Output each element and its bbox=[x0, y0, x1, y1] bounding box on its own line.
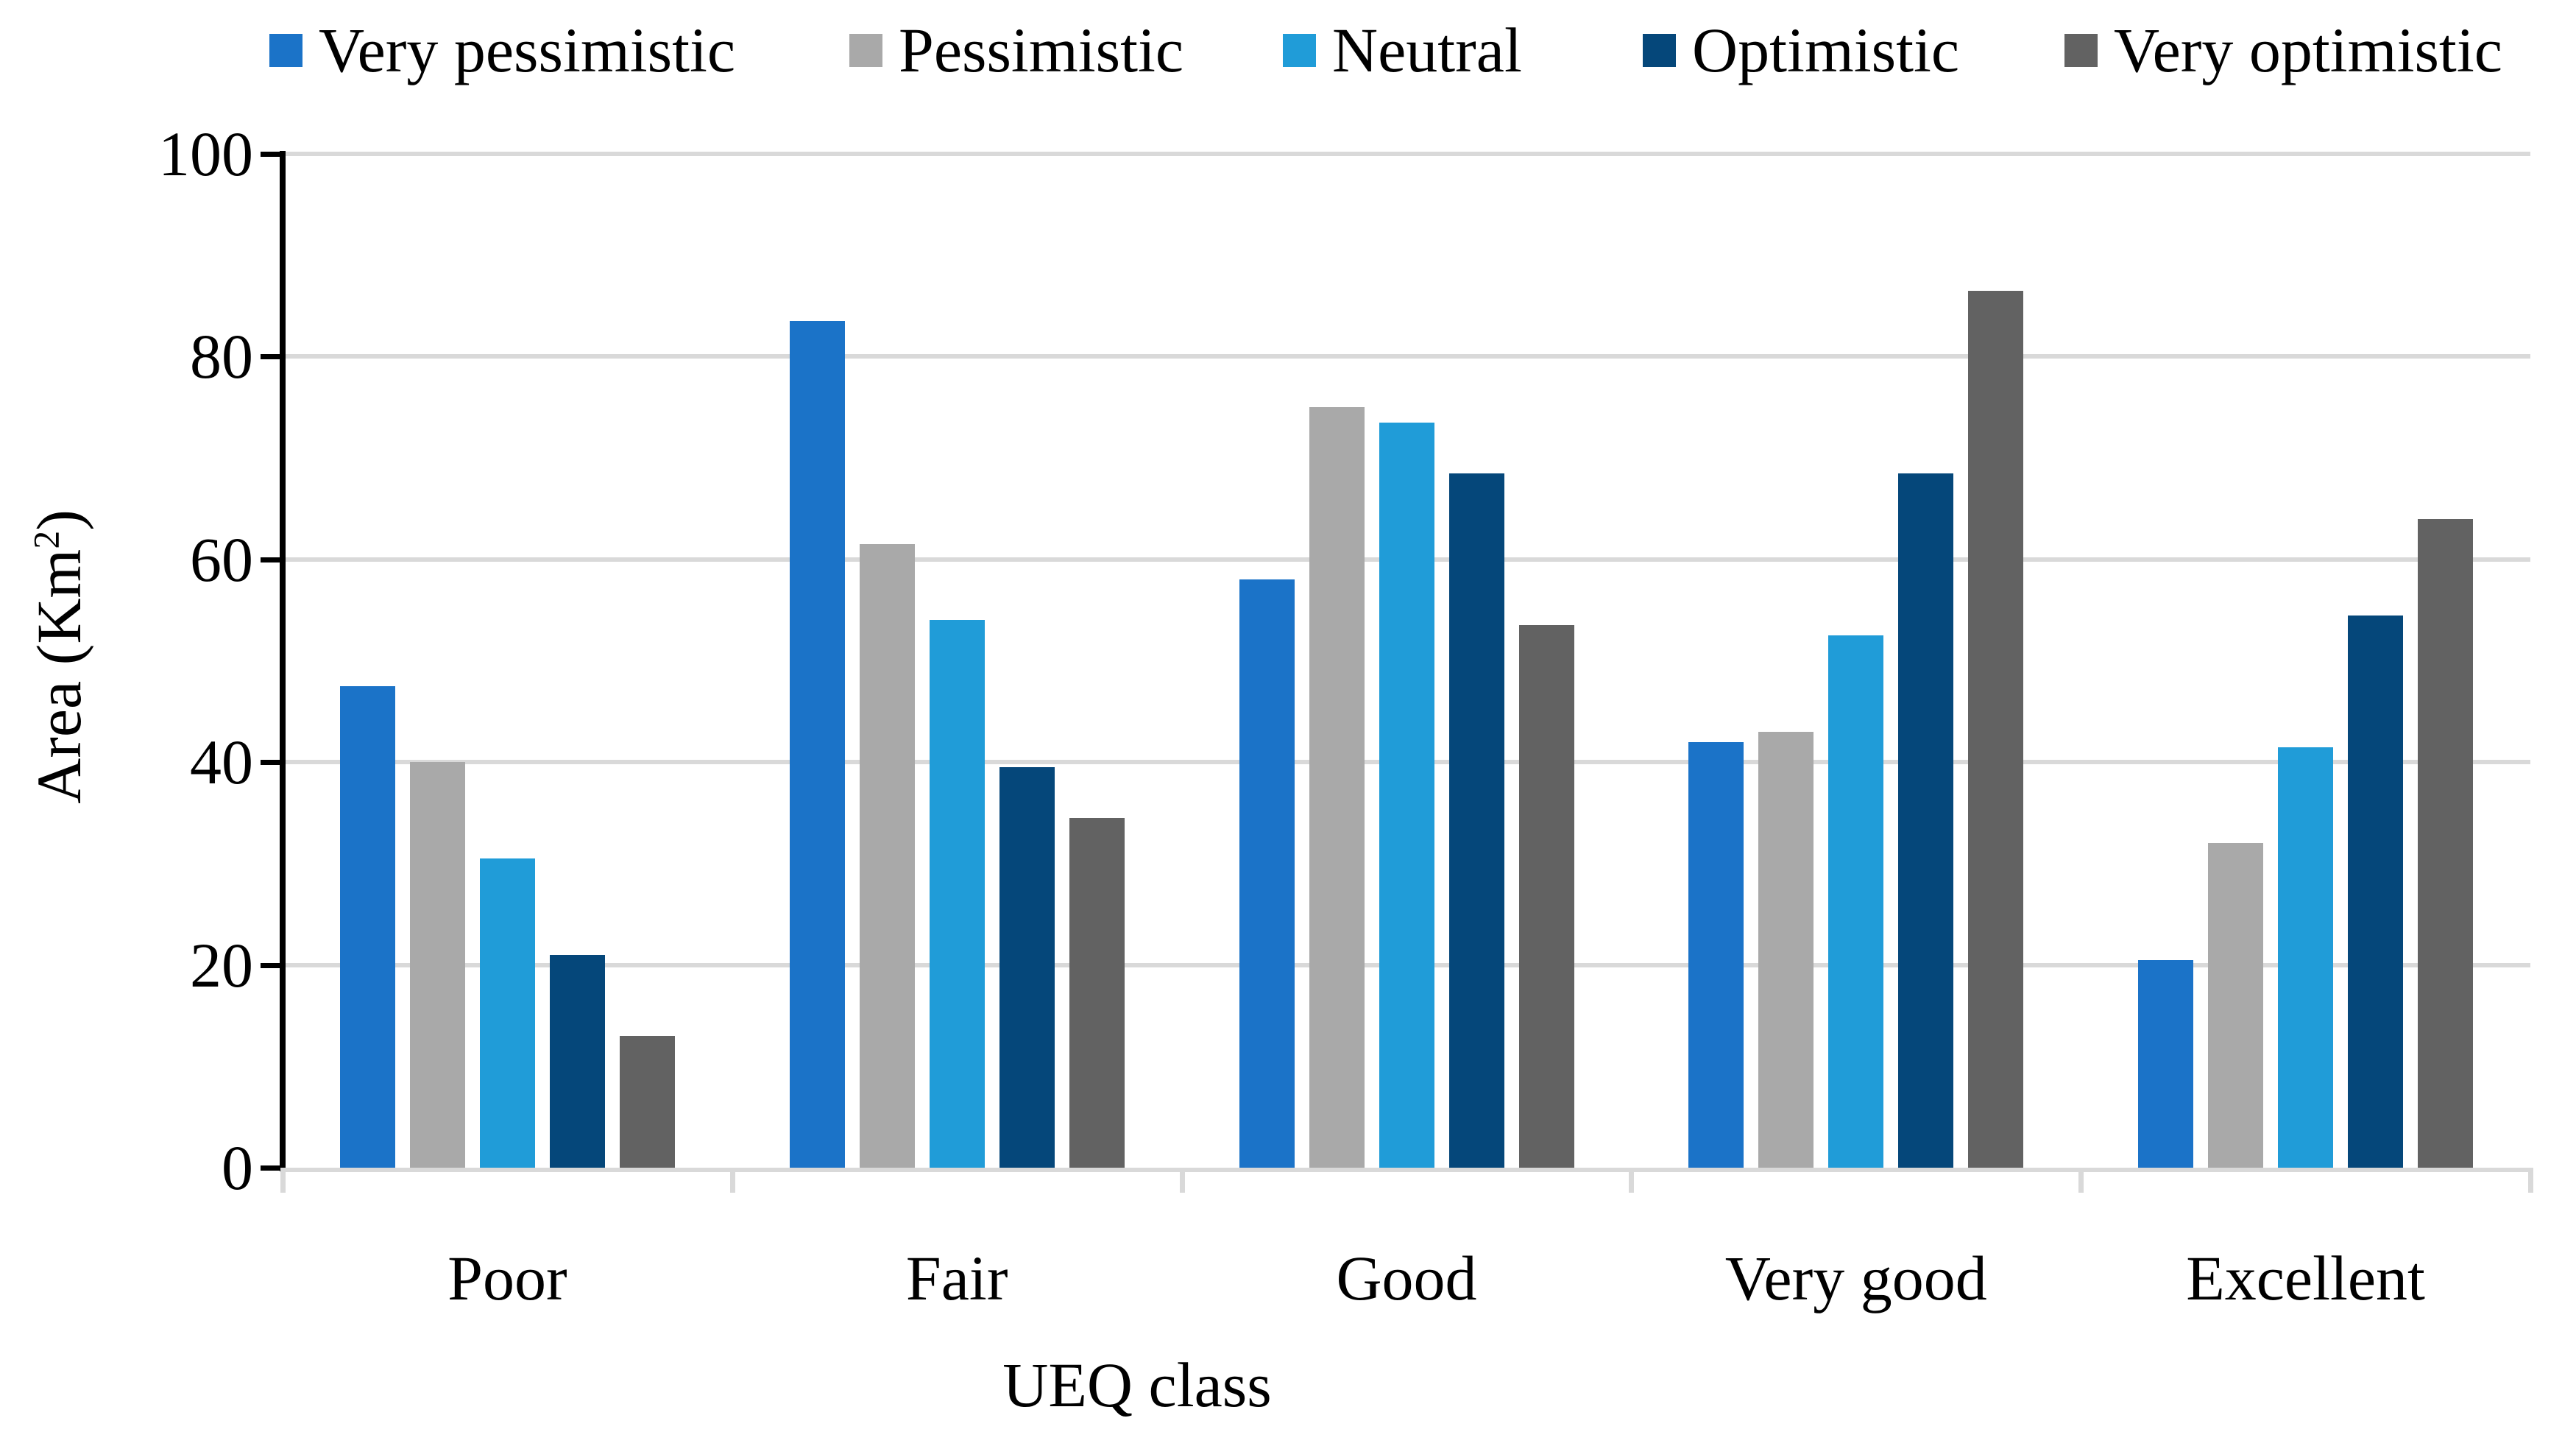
bar-very-optimistic-good bbox=[1518, 625, 1574, 1168]
x-axis-title: UEQ class bbox=[1002, 1350, 1272, 1420]
legend-item-pessimistic: Pessimistic bbox=[849, 10, 1183, 90]
bar-very-optimistic-very-good bbox=[1968, 290, 2024, 1168]
y-tick-label-80: 80 bbox=[190, 321, 253, 392]
category-separator-tick-0 bbox=[280, 1168, 286, 1193]
y-tick-label-100: 100 bbox=[158, 119, 253, 189]
x-tick-label-poor: Poor bbox=[447, 1243, 567, 1313]
legend-swatch-pessimistic bbox=[849, 33, 882, 67]
bar-pessimistic-excellent bbox=[2208, 843, 2264, 1168]
bar-very-pessimistic-very-good bbox=[1688, 741, 1744, 1168]
y-axis-tick-20 bbox=[261, 962, 280, 968]
legend-label-very-pessimistic: Very pessimistic bbox=[319, 15, 736, 85]
bar-optimistic-excellent bbox=[2348, 615, 2404, 1168]
y-axis-tick-100 bbox=[261, 152, 280, 157]
bar-very-pessimistic-excellent bbox=[2138, 959, 2194, 1168]
bar-very-optimistic-poor bbox=[619, 1036, 675, 1168]
bar-pessimistic-very-good bbox=[1758, 731, 1814, 1168]
plot-area bbox=[283, 152, 2530, 1168]
bar-very-optimistic-excellent bbox=[2418, 518, 2474, 1168]
legend-swatch-very-pessimistic bbox=[269, 33, 302, 67]
legend-swatch-very-optimistic bbox=[2064, 33, 2098, 67]
x-tick-label-good: Good bbox=[1336, 1243, 1477, 1313]
legend-label-optimistic: Optimistic bbox=[1692, 15, 1960, 85]
bar-very-pessimistic-good bbox=[1239, 579, 1295, 1168]
bar-neutral-good bbox=[1379, 422, 1434, 1168]
y-tick-label-40: 40 bbox=[190, 727, 253, 798]
legend-swatch-optimistic bbox=[1643, 33, 1676, 67]
x-tick-label-fair: Fair bbox=[905, 1243, 1008, 1313]
gridline-y-80 bbox=[283, 354, 2530, 359]
legend-item-optimistic: Optimistic bbox=[1643, 10, 1959, 90]
category-separator-tick-4 bbox=[2078, 1168, 2084, 1193]
category-separator-tick-5 bbox=[2528, 1168, 2533, 1193]
bar-optimistic-very-good bbox=[1898, 473, 1954, 1168]
legend-label-pessimistic: Pessimistic bbox=[899, 15, 1184, 85]
y-axis-tick-60 bbox=[261, 557, 280, 562]
y-axis-tick-80 bbox=[261, 354, 280, 360]
legend-item-very-optimistic: Very optimistic bbox=[2064, 10, 2502, 90]
y-tick-label-20: 20 bbox=[190, 929, 253, 1001]
gridline-y-100 bbox=[283, 152, 2530, 156]
y-axis-tick-0 bbox=[261, 1165, 280, 1171]
bar-pessimistic-poor bbox=[409, 762, 465, 1168]
bar-pessimistic-good bbox=[1309, 407, 1365, 1168]
bar-neutral-poor bbox=[479, 858, 535, 1168]
bar-optimistic-fair bbox=[999, 767, 1055, 1168]
bar-neutral-very-good bbox=[1828, 635, 1884, 1168]
y-axis-line bbox=[280, 151, 286, 1171]
y-tick-label-60: 60 bbox=[190, 523, 253, 595]
bar-optimistic-poor bbox=[549, 954, 605, 1168]
bar-neutral-excellent bbox=[2278, 747, 2334, 1168]
legend-item-neutral: Neutral bbox=[1283, 10, 1522, 90]
bar-very-optimistic-fair bbox=[1069, 817, 1125, 1168]
category-separator-tick-3 bbox=[1629, 1168, 1635, 1193]
y-tick-label-0: 0 bbox=[222, 1132, 253, 1203]
legend-label-neutral: Neutral bbox=[1332, 15, 1522, 85]
bar-optimistic-good bbox=[1448, 473, 1504, 1168]
bar-very-pessimistic-poor bbox=[339, 685, 395, 1168]
legend-item-very-pessimistic: Very pessimistic bbox=[269, 10, 735, 90]
x-tick-label-excellent: Excellent bbox=[2186, 1243, 2425, 1313]
bar-neutral-fair bbox=[929, 620, 985, 1168]
x-tick-label-very-good: Very good bbox=[1724, 1243, 1987, 1313]
bar-pessimistic-fair bbox=[859, 544, 915, 1168]
category-separator-tick-1 bbox=[729, 1168, 735, 1193]
x-axis-baseline bbox=[283, 1168, 2530, 1172]
legend-swatch-neutral bbox=[1283, 33, 1316, 67]
category-separator-tick-2 bbox=[1179, 1168, 1185, 1193]
y-axis-tick-40 bbox=[261, 760, 280, 766]
legend-label-very-optimistic: Very optimistic bbox=[2114, 15, 2502, 85]
bar-very-pessimistic-fair bbox=[789, 321, 845, 1168]
